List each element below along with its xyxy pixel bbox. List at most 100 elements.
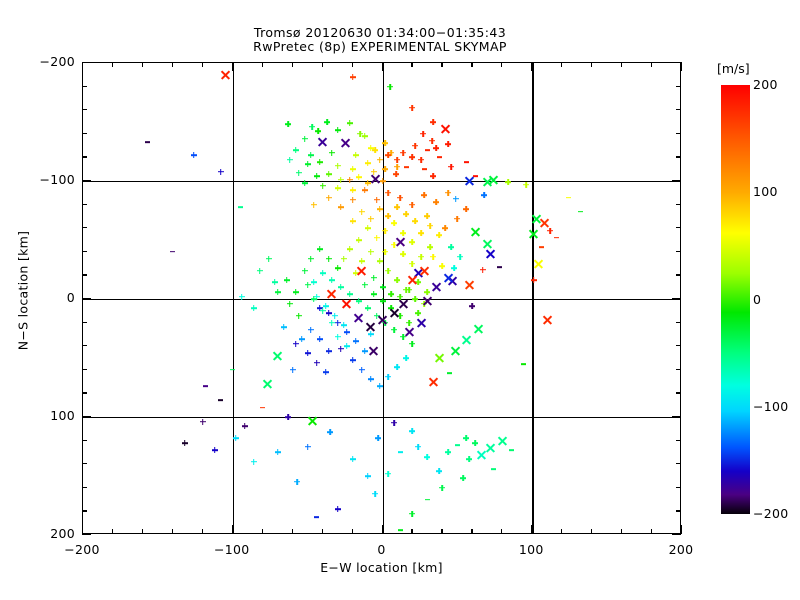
colorbar-tick-label: 0 [753,291,762,307]
x-tick [291,529,293,534]
data-point [385,471,391,477]
data-point [365,473,371,479]
data-point [145,140,150,145]
y-tick-label: 0 [66,290,75,305]
data-point [353,312,364,323]
data-point [554,235,559,240]
x-tick [201,529,203,534]
data-point [578,209,583,214]
data-point [296,313,302,319]
data-point [473,174,478,179]
x-tick [321,529,323,534]
data-point [463,435,469,441]
data-point [293,289,299,295]
x-tick [441,529,443,534]
data-point [353,152,359,158]
data-point [200,419,206,425]
data-point [357,131,363,137]
data-point [439,263,445,269]
data-point [362,348,368,354]
plot-area [82,62,681,534]
data-point [309,124,315,130]
data-point [317,159,323,165]
data-point [323,369,329,375]
data-point [332,313,338,319]
gridline-vertical [532,63,534,533]
y-tick-right [676,250,681,252]
data-point [542,315,553,326]
data-point [403,211,409,217]
data-point [436,468,442,474]
data-point [385,213,391,219]
x-tick [501,529,503,534]
data-point [528,229,539,240]
data-point [260,405,265,410]
data-point [473,323,484,334]
data-point [308,256,314,262]
data-point [509,448,514,453]
data-point [448,164,454,170]
data-point [372,491,378,497]
data-point [427,223,433,229]
data-point [170,249,175,254]
data-point [368,345,379,356]
data-point [424,289,430,295]
data-point [470,226,481,237]
data-point [415,444,421,450]
y-tick-right [676,109,681,111]
x-tick-label: 200 [668,542,694,557]
gridline-horizontal [83,299,680,301]
x-tick [111,529,114,534]
data-point [335,163,341,169]
x-tick [171,529,174,534]
data-point [359,367,365,373]
data-point [418,254,424,260]
data-point [418,230,424,236]
data-point [395,237,406,248]
data-point [212,447,218,453]
data-point [389,308,400,319]
data-point [394,164,400,170]
data-point [450,345,461,356]
y-tick-right [676,274,681,276]
data-point [375,435,381,441]
data-point [533,258,544,269]
y-tick [82,180,91,182]
data-point [400,230,406,236]
x-tick [381,525,383,534]
data-point [445,449,451,455]
data-point [385,268,391,274]
data-point [329,277,335,283]
data-point [335,185,341,191]
y-tick-right [672,298,681,300]
x-tick-top [501,62,503,67]
data-point [368,376,374,382]
colorbar-unit-label: [m/s] [717,61,750,76]
data-point [464,279,475,290]
data-point [394,364,400,370]
x-tick [591,529,593,534]
data-point [365,225,371,231]
data-point [448,244,454,250]
data-point [476,449,487,460]
data-point [404,164,409,169]
data-point [409,105,415,111]
data-point [428,376,439,387]
data-point [421,301,427,307]
gridline-vertical [382,63,384,533]
data-point [350,74,356,80]
data-point [403,287,409,293]
x-tick-top [111,62,114,67]
data-point [454,216,460,222]
data-point [464,160,469,165]
data-point [353,338,359,344]
y-tick-right [676,132,681,134]
data-point [347,291,353,297]
data-point [539,245,544,250]
data-point [218,398,223,403]
y-tick [82,250,87,252]
x-tick [261,529,263,534]
y-tick [82,392,87,394]
data-point [393,171,399,177]
data-point [320,183,326,189]
